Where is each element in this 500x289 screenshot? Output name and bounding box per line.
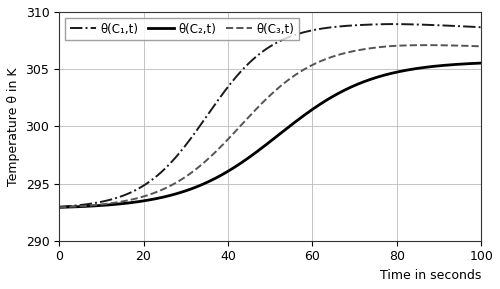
θ(C₁,t) [227, 83, 233, 86]
Line: θ(C₃,t): θ(C₃,t) [59, 45, 481, 207]
θ(C₃,t) [242, 119, 248, 123]
θ(C₃,t) [56, 205, 62, 209]
Line: θ(C₂,t): θ(C₂,t) [59, 63, 481, 208]
θ(C₁,t) [478, 25, 484, 29]
θ(C₂,t) [99, 204, 105, 207]
θ(C₂,t) [346, 86, 352, 90]
X-axis label: Time in seconds: Time in seconds [380, 269, 481, 282]
θ(C₁,t) [388, 22, 394, 26]
Y-axis label: Temperature θ in K: Temperature θ in K [7, 67, 20, 186]
θ(C₂,t) [393, 71, 399, 74]
θ(C₁,t) [346, 24, 352, 27]
θ(C₃,t) [385, 45, 391, 48]
θ(C₂,t) [385, 73, 391, 76]
θ(C₃,t) [423, 43, 429, 47]
θ(C₂,t) [227, 168, 233, 172]
θ(C₂,t) [56, 206, 62, 209]
θ(C₃,t) [346, 50, 352, 54]
θ(C₁,t) [99, 200, 105, 203]
θ(C₃,t) [227, 136, 233, 139]
θ(C₁,t) [242, 65, 248, 69]
θ(C₁,t) [393, 22, 399, 26]
Line: θ(C₁,t): θ(C₁,t) [59, 24, 481, 207]
θ(C₃,t) [393, 44, 399, 48]
θ(C₃,t) [478, 45, 484, 48]
θ(C₂,t) [242, 159, 248, 162]
θ(C₁,t) [385, 22, 391, 26]
θ(C₂,t) [478, 61, 484, 65]
Legend: θ(C₁,t), θ(C₂,t), θ(C₃,t): θ(C₁,t), θ(C₂,t), θ(C₃,t) [65, 18, 299, 40]
θ(C₁,t) [56, 205, 62, 209]
θ(C₃,t) [99, 203, 105, 206]
